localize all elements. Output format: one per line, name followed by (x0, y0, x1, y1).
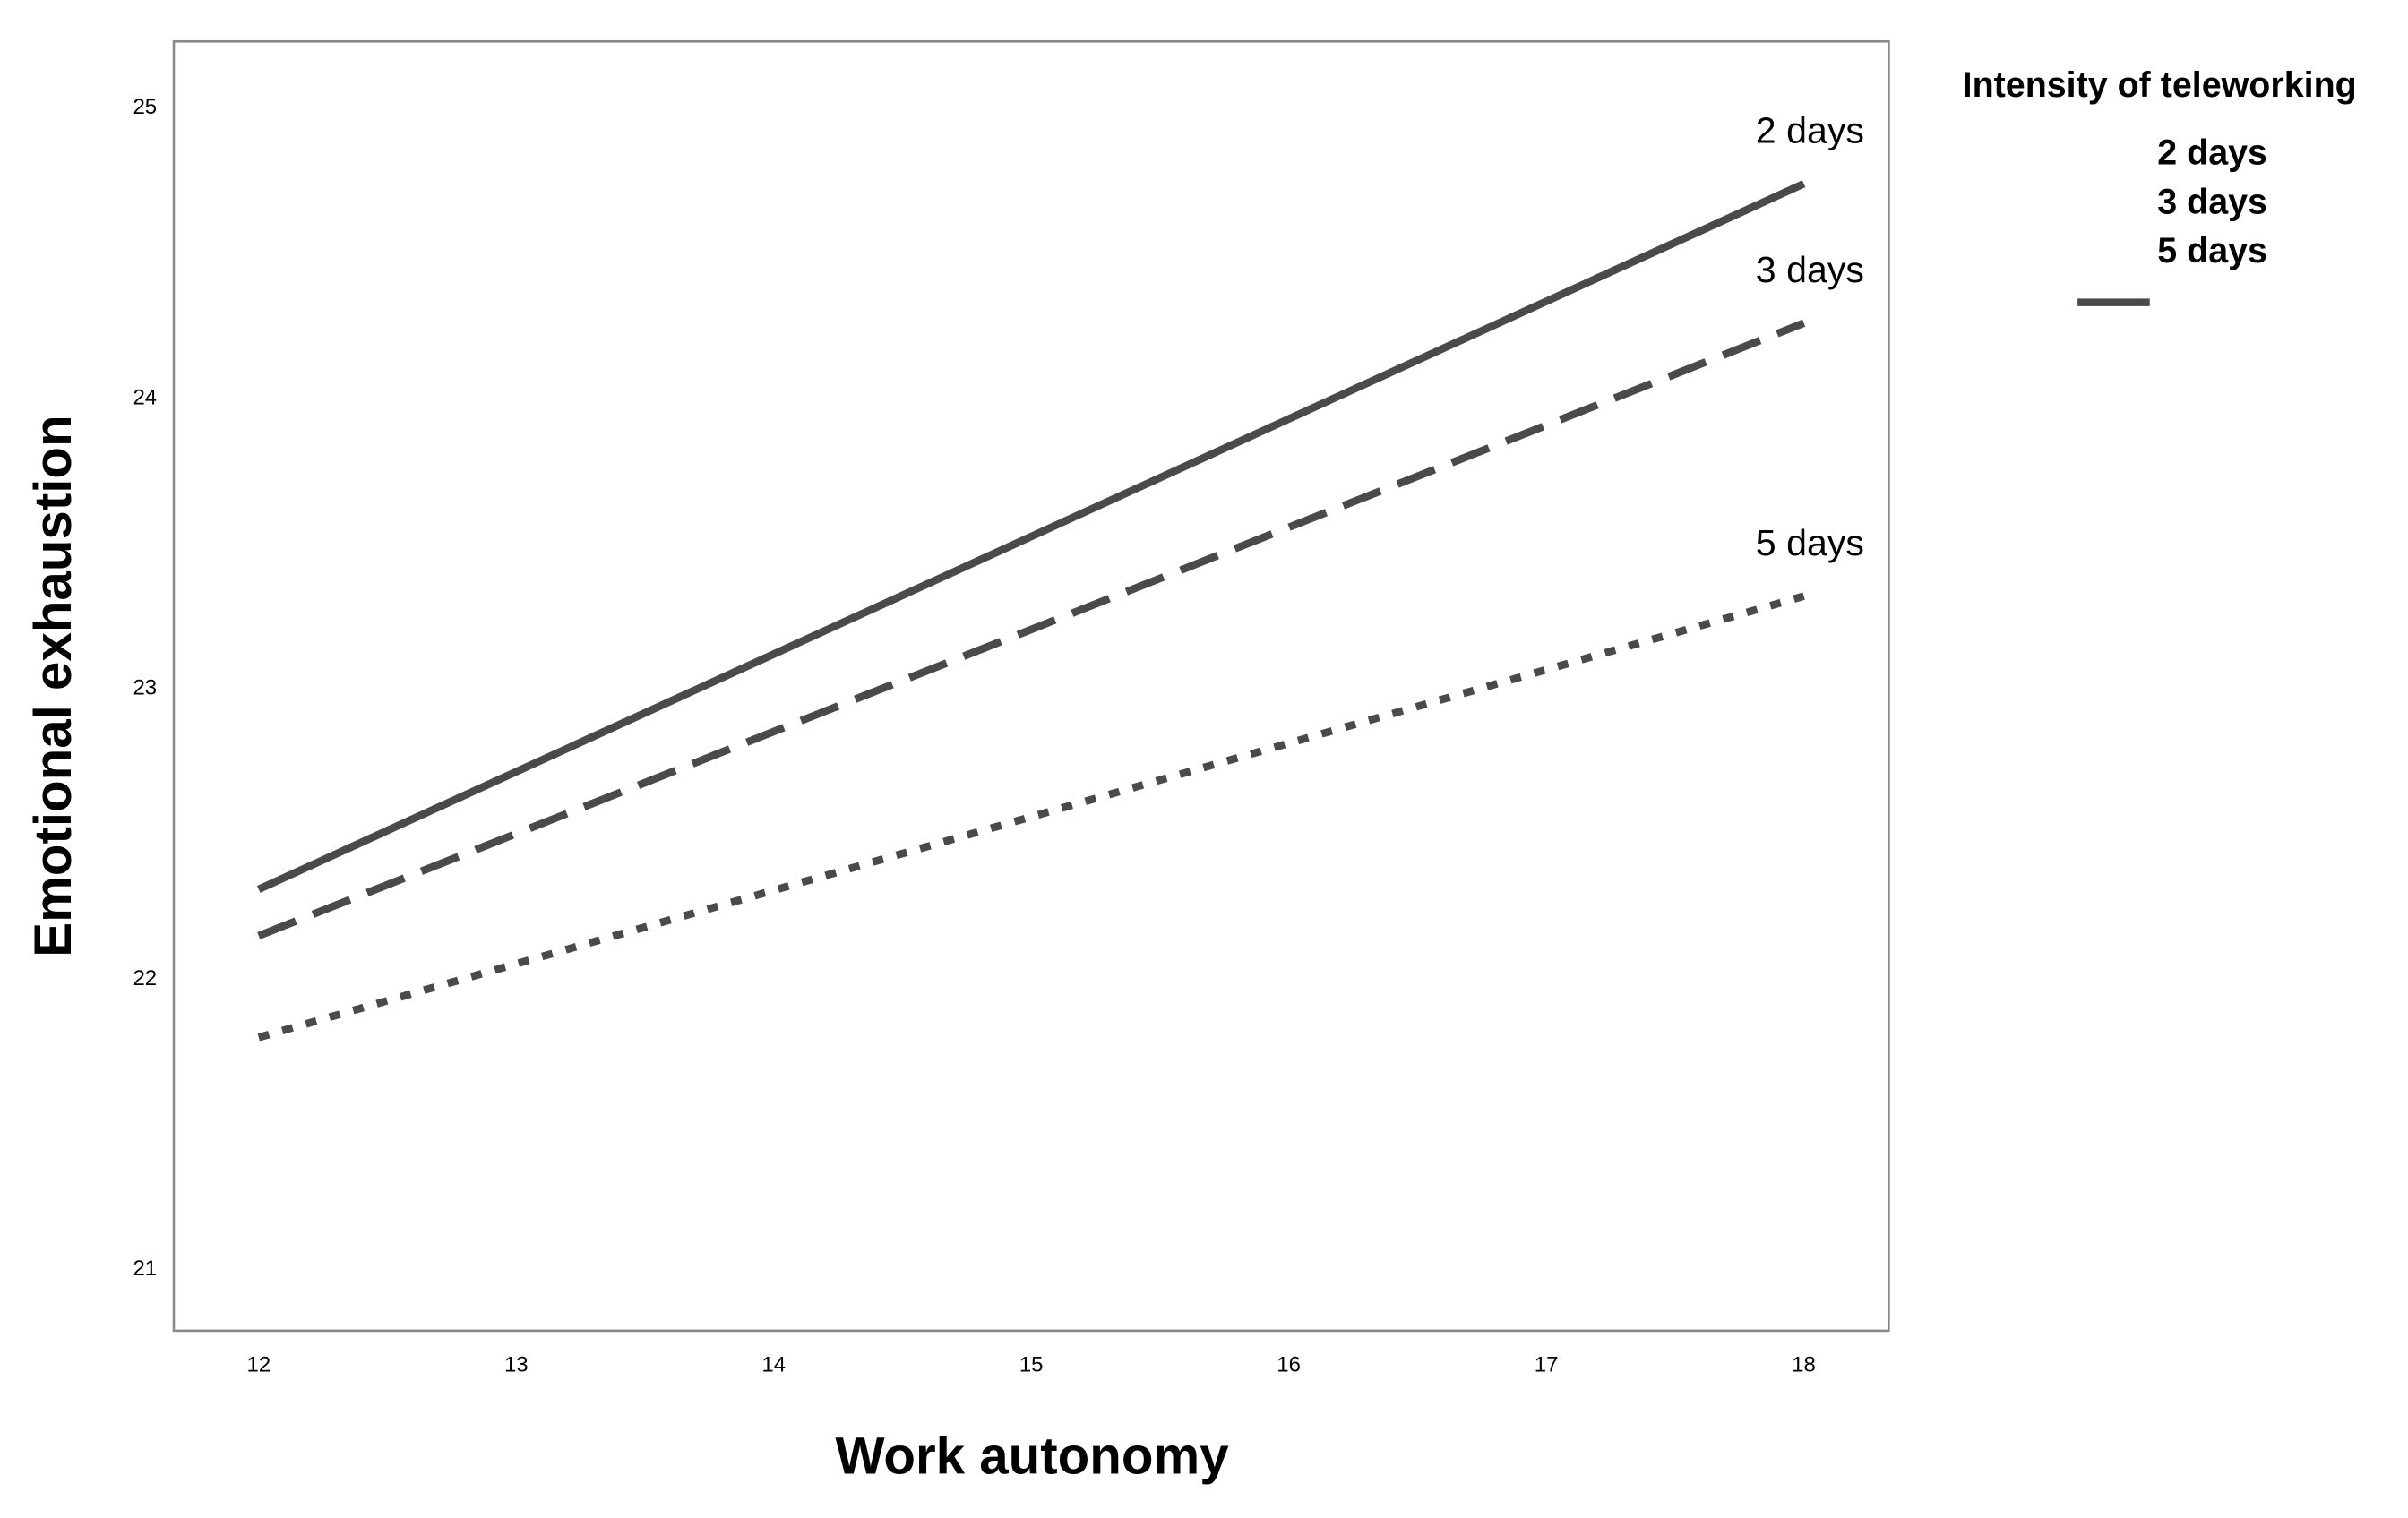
legend-title: Intensity of teleworking (1963, 65, 2357, 105)
series-line (257, 319, 1806, 939)
x-axis-title: Work autonomy (835, 1427, 1229, 1485)
plot-frame (172, 39, 1890, 1333)
legend-label: 2 days (2157, 133, 2267, 173)
x-tick-label: 13 (504, 1353, 529, 1377)
x-tick-label: 14 (761, 1353, 786, 1377)
y-tick-label: 21 (133, 1256, 157, 1281)
y-tick-label: 24 (133, 385, 157, 409)
y-axis-title: Emotional exhaustion (24, 415, 82, 956)
line-annotation: 2 days (1756, 109, 1864, 150)
series-line (257, 180, 1806, 893)
x-tick-label: 15 (1019, 1353, 1044, 1377)
y-tick-label: 25 (133, 95, 157, 119)
y-tick-label: 22 (133, 966, 157, 991)
legend-label: 5 days (2157, 231, 2267, 270)
x-tick-label: 17 (1535, 1353, 1559, 1377)
x-tick-label: 18 (1792, 1353, 1816, 1377)
y-tick-label: 23 (133, 676, 157, 700)
line-annotation: 5 days (1756, 522, 1864, 563)
line-annotation: 3 days (1756, 249, 1864, 290)
legend-label: 3 days (2157, 182, 2267, 221)
x-tick-label: 12 (247, 1353, 271, 1377)
x-tick-label: 16 (1277, 1353, 1301, 1377)
